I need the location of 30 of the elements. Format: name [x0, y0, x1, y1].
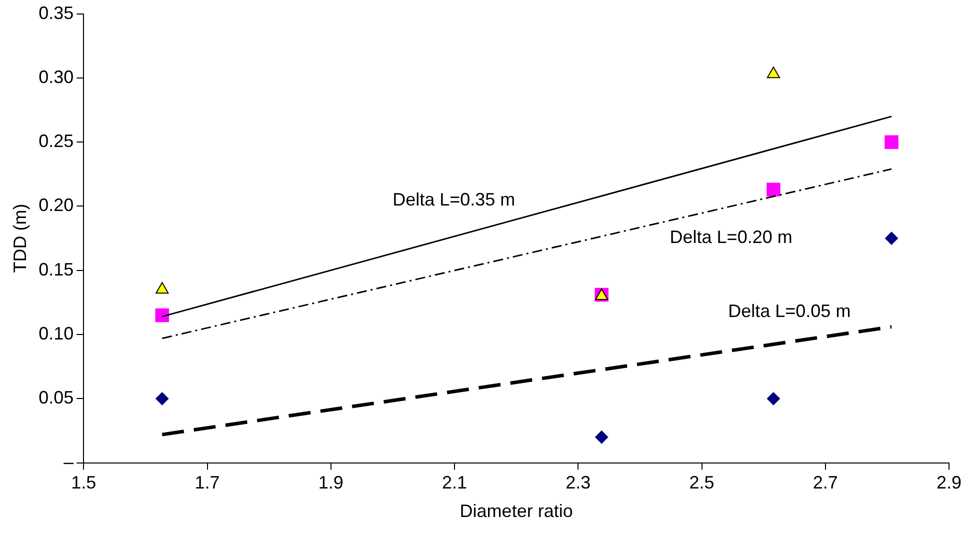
y-tick-label: 0.05: [38, 388, 74, 408]
x-tick-label: 1.7: [194, 472, 220, 493]
point: [156, 392, 169, 406]
y-tick-label: 0.35: [38, 2, 74, 23]
point: [766, 66, 780, 78]
x-tick-label: 2.3: [566, 472, 591, 493]
point: [884, 135, 898, 149]
series-label: Delta L=0.20 m: [670, 227, 792, 248]
point: [155, 308, 169, 322]
y-tick-label: 0.20: [38, 195, 74, 216]
x-tick-label: 2.9: [936, 472, 962, 493]
point: [766, 392, 780, 406]
series-label: Delta L=0.05 m: [728, 300, 851, 321]
y-tick-label: 0.15: [38, 259, 74, 280]
y-tick-label: 0.10: [38, 323, 74, 344]
x-axis-title: Diameter ratio: [460, 501, 573, 522]
y-axis-title: TDD (m): [10, 204, 30, 273]
x-tick-label: 1.5: [71, 472, 96, 493]
x-tick-label: 2.5: [689, 472, 714, 493]
y-tick-label: 0.25: [38, 131, 74, 152]
point: [885, 232, 898, 245]
x-tick-label: 2.1: [442, 472, 468, 493]
y-tick-label: 0.30: [38, 66, 74, 87]
y-tick-label: –: [64, 452, 74, 472]
x-tick-label: 1.9: [318, 472, 344, 493]
point: [156, 282, 169, 294]
point: [766, 182, 780, 196]
point: [595, 430, 608, 444]
series-label: Delta L=0.35 m: [392, 189, 516, 210]
x-tick-label: 2.7: [812, 472, 838, 493]
